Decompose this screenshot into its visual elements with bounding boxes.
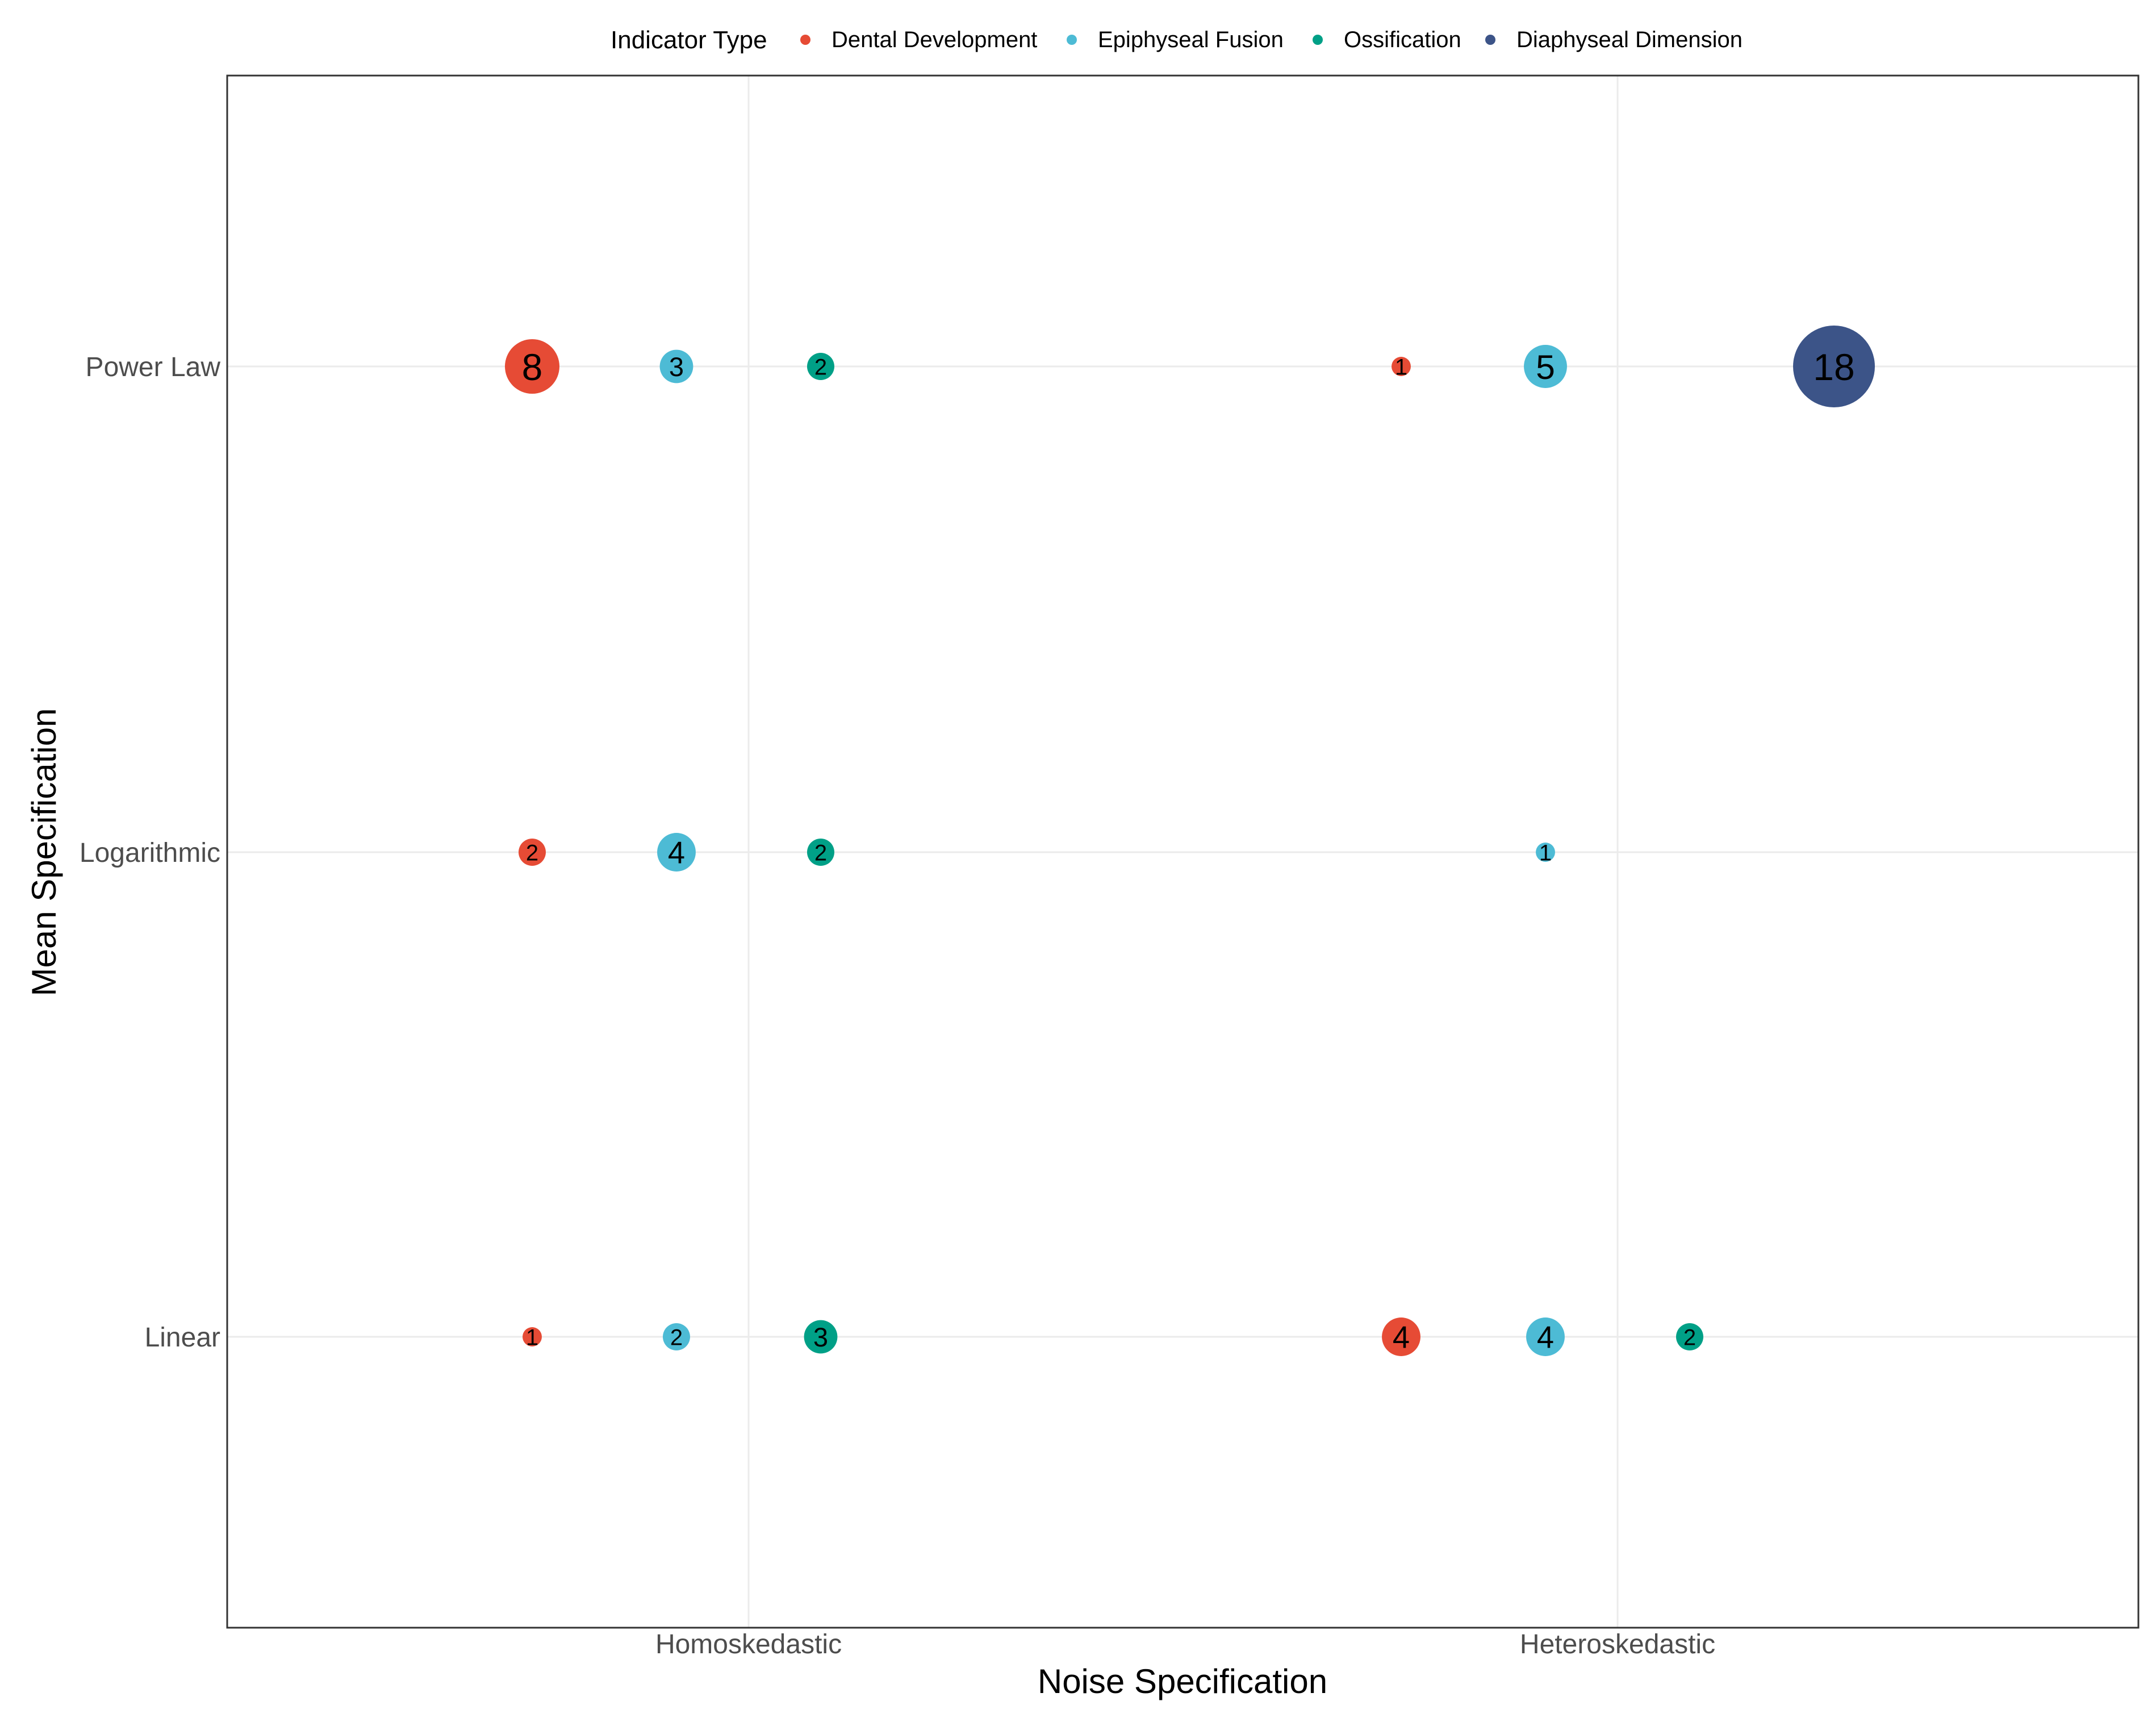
legend-key-0 <box>800 35 810 45</box>
bubble-1-1 <box>1524 345 1567 388</box>
bubble-label-1-5: 4 <box>1537 1320 1554 1355</box>
x-axis-title: Noise Specification <box>1038 1662 1327 1700</box>
bubble-label-0-3: 1 <box>526 1325 538 1350</box>
bubble-1-2 <box>657 833 696 872</box>
bubble-label-1-3: 1 <box>1539 840 1552 865</box>
bubble-2-2 <box>804 1320 838 1354</box>
x-tick-label-1: Heteroskedastic <box>1520 1629 1715 1660</box>
y-tick-label-1: Logarithmic <box>80 838 220 868</box>
bubble-2-1 <box>807 839 834 866</box>
bubble-label-0-4: 4 <box>1393 1320 1410 1355</box>
bubble-2-0 <box>807 353 834 380</box>
legend-label-0: Dental Development <box>832 27 1037 52</box>
legend-key-2 <box>1313 35 1323 45</box>
bubble-label-0-0: 8 <box>522 346 543 388</box>
bubble-label-0-1: 1 <box>1395 355 1407 380</box>
bubble-label-2-3: 2 <box>1683 1325 1696 1350</box>
legend-title: Indicator Type <box>611 26 767 54</box>
bubble-label-2-0: 2 <box>814 355 827 380</box>
bubble-label-2-1: 2 <box>814 840 827 865</box>
bubble-label-2-2: 3 <box>813 1322 828 1352</box>
legend-label-1: Epiphyseal Fusion <box>1098 27 1284 52</box>
bubble-0-3 <box>523 1327 542 1346</box>
bubble-label-1-4: 2 <box>670 1325 683 1350</box>
x-tick-labels: Homoskedastic Heteroskedastic <box>655 1629 1715 1660</box>
bubble-1-4 <box>663 1323 690 1350</box>
bubble-label-0-2: 2 <box>526 840 538 865</box>
bubble-label-1-0: 3 <box>669 352 684 382</box>
bubble-1-0 <box>659 349 693 383</box>
bubble-1-3 <box>1536 843 1555 862</box>
bubble-0-0 <box>505 339 559 394</box>
x-tick-label-0: Homoskedastic <box>655 1629 842 1660</box>
bubble-3-0 <box>1793 326 1875 407</box>
legend-label-2: Ossification <box>1344 27 1461 52</box>
y-tick-label-2: Power Law <box>86 352 221 382</box>
bubble-0-1 <box>1392 357 1411 376</box>
y-axis-title: Mean Specification <box>25 708 63 996</box>
legend-key-1 <box>1067 35 1077 45</box>
bubble-label-1-1: 5 <box>1536 348 1555 386</box>
bubble-label-1-2: 4 <box>668 836 685 870</box>
bubbles: 8 1 2 1 4 3 5 4 1 2 4 2 2 3 2 18 <box>505 326 1875 1356</box>
bubble-0-4 <box>1382 1317 1420 1356</box>
panel-border <box>226 74 2140 1629</box>
y-tick-label-0: Linear <box>145 1323 220 1353</box>
legend: Indicator Type Dental Development Epiphys… <box>611 26 1743 54</box>
legend-label-3: Diaphyseal Dimension <box>1516 27 1743 52</box>
legend-entries: Dental Development Epiphyseal Fusion Ossif… <box>800 27 1743 52</box>
legend-key-3 <box>1485 35 1495 45</box>
y-tick-labels: Linear Logarithmic Power Law <box>80 352 220 1353</box>
bubble-label-3-0: 18 <box>1813 346 1854 388</box>
bubble-0-2 <box>519 839 546 866</box>
bubble-1-5 <box>1526 1317 1565 1356</box>
bubble-2-3 <box>1676 1323 1703 1350</box>
